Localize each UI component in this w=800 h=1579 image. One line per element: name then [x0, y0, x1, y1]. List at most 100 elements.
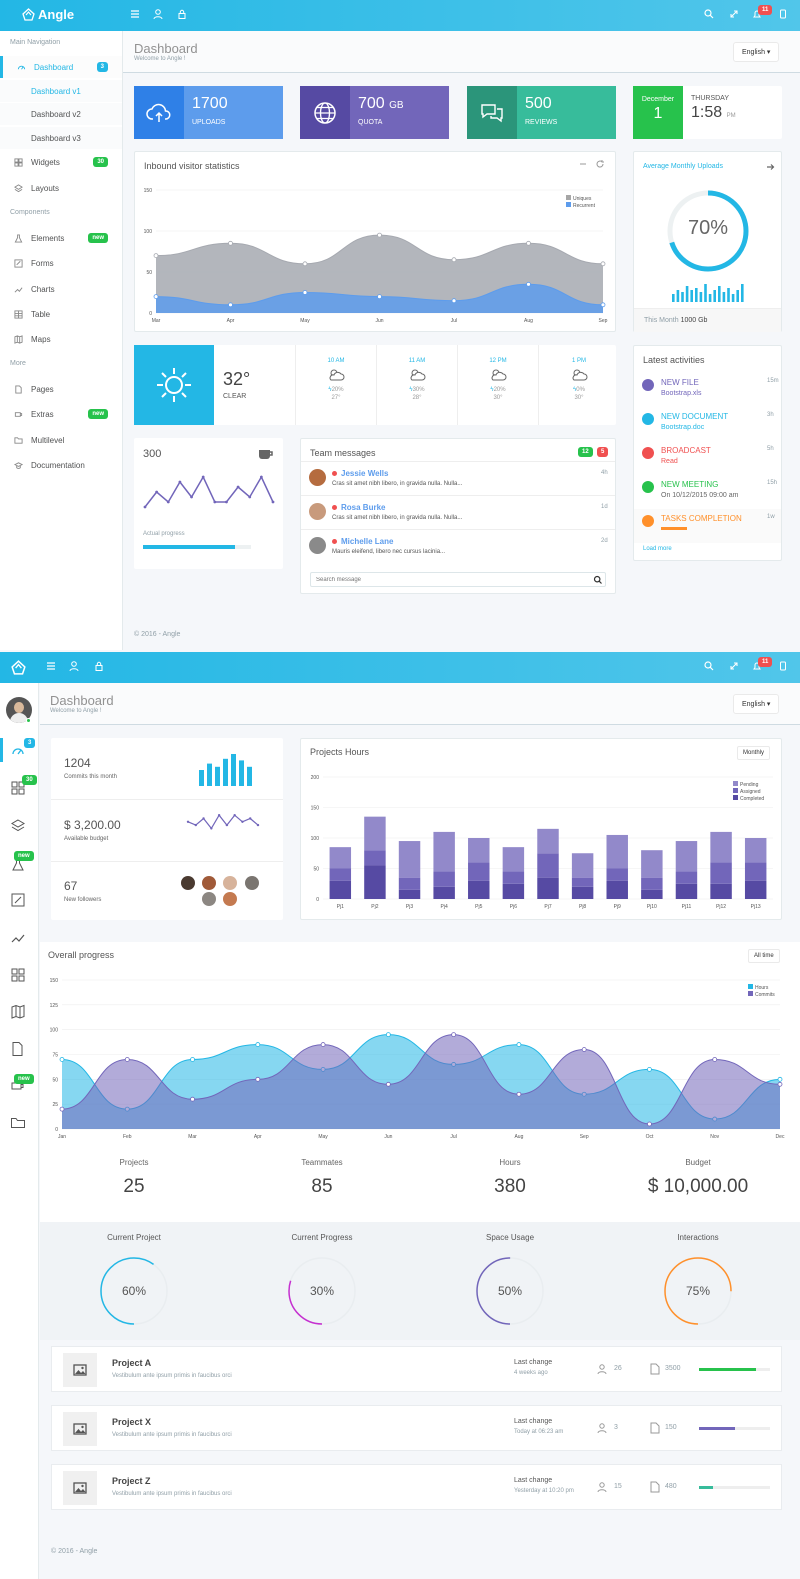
- data-point[interactable]: [59, 1106, 65, 1112]
- sidebar-item-extras[interactable]: Extras new: [0, 403, 122, 425]
- sidebar-item-documentation[interactable]: Documentation: [0, 454, 122, 476]
- project-row[interactable]: Project Z Vestibulum ante ipsum primis in…: [51, 1464, 782, 1510]
- data-point[interactable]: [712, 1057, 718, 1062]
- data-point[interactable]: [777, 1076, 783, 1082]
- bar-completed[interactable]: [502, 883, 525, 899]
- lock-icon[interactable]: [176, 8, 188, 20]
- brand-logo-icon[interactable]: [11, 660, 26, 675]
- bar-assigned[interactable]: [537, 853, 559, 878]
- bar-completed[interactable]: [468, 880, 490, 899]
- data-point[interactable]: [647, 1121, 652, 1127]
- project-row[interactable]: Project X Vestibulum ante ipsum primis in…: [51, 1405, 782, 1451]
- map-icon[interactable]: [10, 1004, 26, 1020]
- bar-pending[interactable]: [571, 853, 594, 878]
- message-search[interactable]: [310, 572, 606, 587]
- sidebar-item-widgets[interactable]: Widgets 30: [0, 151, 122, 173]
- bar-pending[interactable]: [433, 831, 455, 872]
- offsidebar-icon[interactable]: [777, 8, 789, 20]
- sidebar-item-charts[interactable]: Charts: [0, 278, 122, 300]
- doc-icon[interactable]: [10, 1041, 26, 1057]
- data-point[interactable]: [124, 1057, 130, 1062]
- project-row[interactable]: Project A Vestibulum ante ipsum primis in…: [51, 1346, 782, 1392]
- activity-item[interactable]: NEW MEETING On 10/12/2015 09:00 am 15h: [634, 475, 781, 509]
- message-sender[interactable]: Jessie Wells: [341, 469, 389, 478]
- bar-assigned[interactable]: [571, 877, 594, 887]
- sidebar-item-dashboard-v3[interactable]: Dashboard v3: [0, 127, 122, 149]
- bar-pending[interactable]: [398, 841, 421, 878]
- data-point[interactable]: [516, 1091, 522, 1097]
- data-point[interactable]: [600, 261, 606, 267]
- bar-pending[interactable]: [675, 841, 698, 872]
- data-point[interactable]: [190, 1057, 195, 1062]
- sidebar-item-elements[interactable]: Elements new: [0, 227, 122, 249]
- bar-completed[interactable]: [537, 877, 559, 899]
- message-search-input[interactable]: [311, 573, 586, 586]
- bar-assigned[interactable]: [710, 862, 732, 884]
- message-sender[interactable]: Michelle Lane: [341, 537, 394, 546]
- data-point[interactable]: [581, 1047, 587, 1052]
- follower-avatar[interactable]: [223, 892, 237, 906]
- bar-completed[interactable]: [675, 883, 698, 899]
- search-icon[interactable]: [593, 575, 603, 585]
- data-point[interactable]: [451, 1032, 457, 1038]
- bar-pending[interactable]: [502, 847, 525, 872]
- data-point[interactable]: [228, 302, 233, 308]
- follower-avatar[interactable]: [202, 876, 216, 890]
- bar-pending[interactable]: [710, 831, 732, 863]
- bar-pending[interactable]: [744, 838, 767, 863]
- sidebar-item-table[interactable]: Table: [0, 303, 122, 325]
- bar-assigned[interactable]: [606, 868, 628, 881]
- load-more-link[interactable]: Load more: [643, 546, 672, 552]
- data-point[interactable]: [777, 1081, 783, 1087]
- data-point[interactable]: [302, 261, 308, 267]
- data-point[interactable]: [385, 1032, 391, 1038]
- activity-item[interactable]: NEW FILE Bootstrap.xls 15m: [634, 373, 781, 407]
- data-point[interactable]: [255, 1076, 261, 1082]
- follower-avatar[interactable]: [181, 876, 195, 890]
- message-item[interactable]: Michelle Lane Mauris eleifend, libero nec…: [301, 529, 615, 563]
- offsidebar-icon[interactable]: [777, 660, 789, 672]
- layers-icon[interactable]: [10, 818, 26, 834]
- bar-assigned[interactable]: [398, 877, 421, 890]
- bar-assigned[interactable]: [329, 868, 352, 881]
- sidebar-item-forms[interactable]: Forms: [0, 252, 122, 274]
- data-point[interactable]: [451, 298, 457, 304]
- user-icon[interactable]: [152, 8, 164, 20]
- data-point[interactable]: [451, 257, 457, 263]
- bar-assigned[interactable]: [468, 862, 490, 881]
- project-name[interactable]: Project X: [112, 1417, 152, 1427]
- bar-assigned[interactable]: [641, 877, 663, 890]
- data-point[interactable]: [59, 1057, 65, 1062]
- data-point[interactable]: [526, 240, 531, 246]
- data-point[interactable]: [320, 1042, 326, 1047]
- expand-icon[interactable]: [728, 8, 740, 20]
- note-icon[interactable]: [10, 892, 26, 908]
- language-dropdown-2[interactable]: English ▾: [733, 694, 780, 714]
- data-point[interactable]: [377, 232, 382, 238]
- data-point[interactable]: [153, 294, 159, 299]
- bar-completed[interactable]: [744, 880, 767, 899]
- folder-icon[interactable]: [10, 1115, 26, 1131]
- refresh-icon[interactable]: [595, 159, 605, 169]
- bar-pending[interactable]: [468, 838, 490, 863]
- data-point[interactable]: [153, 253, 159, 258]
- data-point[interactable]: [600, 302, 606, 308]
- graph-icon[interactable]: [10, 930, 26, 946]
- bar-assigned[interactable]: [675, 871, 698, 884]
- bar-completed[interactable]: [641, 889, 663, 899]
- project-name[interactable]: Project Z: [112, 1476, 151, 1486]
- data-point[interactable]: [228, 240, 233, 246]
- monthly-button[interactable]: Monthly: [737, 746, 771, 760]
- activity-item[interactable]: TASKS COMPLETION 1w: [634, 509, 781, 543]
- sidebar-item-dashboard[interactable]: Dashboard 3: [0, 56, 122, 78]
- data-point[interactable]: [526, 281, 531, 287]
- message-item[interactable]: Jessie Wells Cras sit amet nibh libero, i…: [301, 461, 615, 495]
- menu-icon[interactable]: [129, 8, 141, 20]
- follower-avatar[interactable]: [202, 892, 216, 906]
- follower-avatar[interactable]: [245, 876, 259, 890]
- bar-completed[interactable]: [398, 889, 421, 899]
- bar-pending[interactable]: [606, 834, 628, 869]
- data-point[interactable]: [302, 290, 308, 295]
- sidebar-item-dashboard-v2[interactable]: Dashboard v2: [0, 103, 122, 125]
- table-icon[interactable]: [10, 967, 26, 983]
